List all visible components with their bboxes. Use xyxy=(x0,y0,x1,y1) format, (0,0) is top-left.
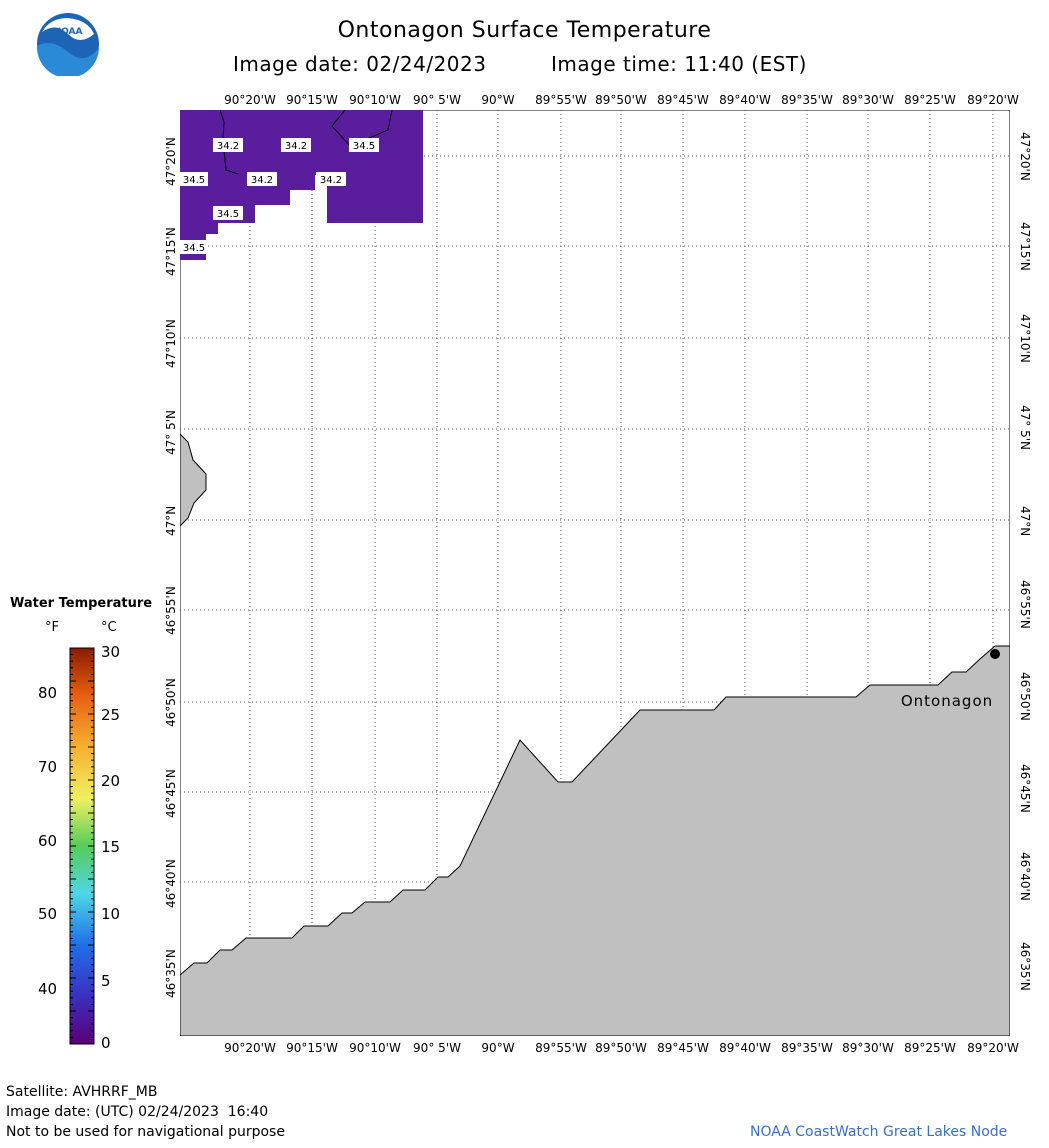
longitude-label: 89°35'W xyxy=(781,1041,833,1055)
longitude-label: 89°45'W xyxy=(657,1041,709,1055)
colorbar-f-tick: 80 xyxy=(38,684,58,702)
longitude-label: 89°20'W xyxy=(967,1041,1019,1055)
colorbar xyxy=(69,647,95,1045)
longitude-label: 89°30'W xyxy=(842,93,894,107)
colorbar-f-tick: 60 xyxy=(38,832,58,850)
longitude-label: 89°35'W xyxy=(781,93,833,107)
temperature-label: 34.2 xyxy=(285,141,307,152)
latitude-label: 46°55'N xyxy=(1018,580,1032,629)
longitude-label: 90° 5'W xyxy=(413,1041,461,1055)
longitude-label: 89°50'W xyxy=(595,1041,647,1055)
longitude-label: 89°55'W xyxy=(535,1041,587,1055)
longitude-label: 89°20'W xyxy=(967,93,1019,107)
land-mainland xyxy=(180,645,1010,1036)
latitude-label: 47°20'N xyxy=(164,137,178,186)
latitude-label: 47°15'N xyxy=(164,227,178,276)
colorbar-title: Water Temperature xyxy=(10,596,153,611)
latitude-label: 46°50'N xyxy=(1018,672,1032,721)
disclaimer: Not to be used for navigational purpose xyxy=(6,1124,285,1140)
image-date: Image date: 02/24/2023 xyxy=(233,52,487,76)
latitude-label: 46°50'N xyxy=(164,678,178,727)
longitude-label: 90°20'W xyxy=(224,1041,276,1055)
satellite-info: Satellite: AVHRRF_MB xyxy=(6,1084,158,1100)
latitude-label: 47°10'N xyxy=(1018,314,1032,363)
colorbar-f-tick: 50 xyxy=(38,905,58,923)
latitude-label: 47°10'N xyxy=(164,319,178,368)
colorbar-c-tick: 25 xyxy=(101,706,121,724)
longitude-label: 89°40'W xyxy=(719,1041,771,1055)
temperature-label: 34.5 xyxy=(183,175,205,186)
longitude-label: 90°10'W xyxy=(349,1041,401,1055)
latitude-label: 46°35'N xyxy=(164,949,178,998)
longitude-label: 90°15'W xyxy=(286,1041,338,1055)
colorbar-f-tick: 40 xyxy=(38,980,58,998)
map-area: 34.2 34.2 34.5 34.5 34.2 34.2 34.5 34.5 … xyxy=(180,110,1010,1036)
longitude-label: 89°45'W xyxy=(657,93,709,107)
longitude-label: 90°W xyxy=(481,93,515,107)
colorbar-c-tick: 15 xyxy=(101,838,121,856)
ontonagon-station-marker xyxy=(990,649,1000,659)
credit: NOAA CoastWatch Great Lakes Node xyxy=(750,1124,1008,1140)
temperature-labels: 34.2 34.2 34.5 34.5 34.2 34.2 34.5 34.5 xyxy=(180,138,379,254)
land-island xyxy=(180,433,207,527)
temperature-label: 34.5 xyxy=(183,243,205,254)
utc-date: Image date: (UTC) 02/24/2023 16:40 xyxy=(6,1104,269,1120)
longitude-label: 90°W xyxy=(481,1041,515,1055)
colorbar-f-tick: 70 xyxy=(38,758,58,776)
colorbar-c-tick: 30 xyxy=(101,643,121,661)
latitude-label: 46°40'N xyxy=(1018,852,1032,901)
longitude-label: 90°20'W xyxy=(224,93,276,107)
svg-text:NOAA: NOAA xyxy=(54,27,83,37)
colorbar-c-tick: 0 xyxy=(101,1034,111,1052)
longitude-label: 89°40'W xyxy=(719,93,771,107)
latitude-label: 46°55'N xyxy=(164,586,178,635)
latitude-label: 47° 5'N xyxy=(1018,405,1032,450)
longitude-label: 89°55'W xyxy=(535,93,587,107)
temperature-label: 34.2 xyxy=(251,175,273,186)
latitude-label: 47°15'N xyxy=(1018,222,1032,271)
latitude-label: 47°N xyxy=(164,505,178,536)
longitude-label: 89°30'W xyxy=(842,1041,894,1055)
colorbar-c-tick: 20 xyxy=(101,772,121,790)
colorbar-c-tick: 5 xyxy=(101,972,111,990)
latitude-label: 47°20'N xyxy=(1018,132,1032,181)
colorbar-c-tick: 10 xyxy=(101,905,121,923)
noaa-logo: NOAA xyxy=(36,13,99,76)
latitude-label: 46°40'N xyxy=(164,859,178,908)
ontonagon-label: Ontonagon xyxy=(901,692,993,710)
image-time: Image time: 11:40 (EST) xyxy=(551,52,807,76)
temperature-label: 34.2 xyxy=(320,175,342,186)
longitude-label: 89°25'W xyxy=(904,93,956,107)
longitude-label: 89°50'W xyxy=(595,93,647,107)
colorbar-unit-c: °C xyxy=(101,620,117,635)
temperature-label: 34.5 xyxy=(217,209,239,220)
longitude-label: 90°15'W xyxy=(286,93,338,107)
latitude-label: 46°45'N xyxy=(164,769,178,818)
latitude-label: 46°45'N xyxy=(1018,764,1032,813)
temperature-label: 34.5 xyxy=(353,141,375,152)
latitude-label: 47°N xyxy=(1018,506,1032,537)
longitude-label: 89°25'W xyxy=(904,1041,956,1055)
colorbar-unit-f: °F xyxy=(45,620,59,635)
longitude-label: 90°10'W xyxy=(349,93,401,107)
map-title: Ontonagon Surface Temperature xyxy=(337,18,712,43)
latitude-label: 46°35'N xyxy=(1018,942,1032,991)
longitude-label: 90° 5'W xyxy=(413,93,461,107)
latitude-label: 47° 5'N xyxy=(164,410,178,455)
temperature-label: 34.2 xyxy=(217,141,239,152)
